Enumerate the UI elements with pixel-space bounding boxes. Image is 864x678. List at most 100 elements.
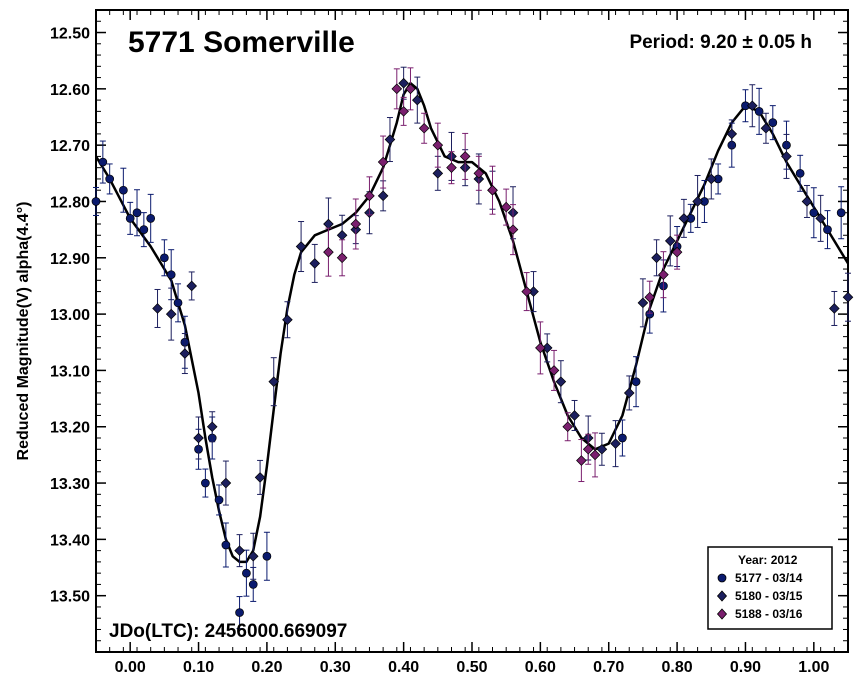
series-5188-point: [562, 421, 574, 433]
series-5177-point: [146, 214, 156, 223]
series-5177-point: [125, 214, 135, 223]
series-5188-point: [391, 83, 403, 95]
series-5188-point: [446, 162, 457, 173]
series-5180-point: [555, 376, 567, 387]
series-5188-point: [507, 224, 519, 235]
series-5188-point: [323, 246, 334, 258]
points-layer: [91, 66, 854, 630]
series-5180-point: [412, 94, 423, 106]
x-tick-label: 0.50: [456, 659, 487, 676]
y-tick-label: 13.20: [50, 420, 90, 437]
series-5180-point: [384, 134, 396, 145]
legend-marker-5180: [716, 590, 728, 602]
series-5177-point: [809, 208, 819, 218]
axes-layer: 0.00 0.10 0.20 0.30 0.40 0.50 0.60 0.70 0.80 0.90…: [50, 9, 849, 676]
period-label: Period: 9.20 ± 0.05 h: [629, 32, 812, 53]
x-tick-label: 0.10: [183, 659, 214, 676]
series-5188-point: [535, 342, 546, 354]
series-5180-point: [282, 314, 293, 326]
series-5180-point: [152, 303, 163, 314]
y-tick-label: 12.60: [50, 82, 90, 99]
legend: Year: 2012 5177 - 03/14 5180 - 03/15 518…: [707, 546, 833, 630]
series-5180-point: [398, 77, 409, 89]
series-5180-point: [651, 252, 662, 264]
series-5177-point: [823, 225, 832, 234]
series-5188-point: [364, 190, 375, 202]
x-tick-label: 0.20: [251, 659, 282, 676]
series-5177-point: [98, 157, 108, 167]
series-5180-point: [569, 410, 580, 421]
series-5177-point: [221, 540, 231, 550]
plot-frame: [95, 9, 849, 653]
y-tick-label: 12.80: [50, 194, 90, 211]
x-tick-label: 0.00: [115, 659, 146, 676]
series-5180-point: [309, 258, 321, 269]
series-5188-point: [398, 106, 409, 117]
series-5180-point: [623, 387, 635, 399]
series-5180-point: [206, 421, 218, 433]
series-5180-point: [193, 432, 204, 444]
series-5188-point: [459, 151, 471, 162]
series-5177-point: [105, 174, 115, 184]
series-5180-point: [705, 173, 717, 185]
series-5180-point: [220, 477, 232, 489]
y-tick-label: 13.30: [50, 476, 90, 493]
series-5180-point: [842, 291, 854, 303]
legend-box: [707, 546, 833, 630]
series-5180-point: [186, 280, 198, 292]
y-tick-label: 13.40: [50, 532, 90, 549]
series-5180-point: [678, 213, 690, 224]
series-5177-point: [132, 208, 142, 218]
y-tick-label: 12.70: [50, 138, 90, 155]
series-5177-point: [139, 225, 149, 234]
series-5180-point: [295, 241, 307, 252]
x-tick-label: 0.70: [593, 659, 624, 676]
series-5177-point: [166, 270, 176, 280]
series-5188-point: [671, 246, 683, 258]
series-5180-point: [247, 550, 259, 562]
legend-entry-5188: 5188 - 03/16: [735, 607, 803, 621]
series-5177-point: [262, 551, 272, 561]
series-5188-point: [521, 286, 532, 297]
legend-entry-5180: 5180 - 03/15: [735, 589, 803, 603]
series-5188-point: [418, 122, 430, 134]
series-5177-point: [631, 377, 641, 387]
x-tick-label: 0.90: [730, 659, 761, 676]
series-5180-point: [815, 213, 826, 224]
legend-marker-5177: [717, 573, 727, 583]
series-5177-point: [91, 197, 101, 206]
series-5180-point: [664, 235, 676, 247]
series-5188-point: [589, 449, 601, 461]
legend-entry-5177: 5177 - 03/14: [735, 571, 803, 585]
series-5180-point: [165, 308, 177, 320]
series-5180-point: [254, 472, 266, 483]
x-tick-label: 1.00: [798, 659, 829, 676]
series-5180-point: [637, 297, 649, 309]
series-5180-point: [829, 303, 840, 314]
series-5188-point: [473, 168, 485, 179]
series-5177-point: [118, 185, 128, 195]
series-5188-point: [405, 83, 416, 95]
series-5177-point: [754, 107, 764, 116]
series-5180-point: [234, 545, 245, 556]
series-5188-point: [658, 269, 669, 280]
series-5180-point: [610, 438, 621, 449]
series-5180-point: [726, 128, 738, 140]
series-5177-point: [173, 298, 183, 308]
series-5188-point: [500, 201, 512, 213]
series-5188-point: [336, 252, 348, 264]
series-5180-point: [746, 100, 758, 112]
series-5180-point: [781, 151, 792, 162]
series-5188-point: [548, 365, 560, 376]
legend-marker-5188: [716, 608, 728, 620]
y-tick-label: 13.10: [50, 363, 90, 380]
series-5180-point: [432, 168, 444, 179]
legend-title: Year: 2012: [738, 553, 798, 567]
series-5188-point: [582, 443, 594, 455]
series-5180-point: [801, 196, 813, 207]
y-tick-label: 13.50: [50, 589, 90, 606]
series-5180-point: [268, 376, 280, 387]
series-5177-point: [160, 253, 169, 263]
x-tick-label: 0.60: [525, 659, 556, 676]
series-5180-point: [596, 443, 608, 455]
